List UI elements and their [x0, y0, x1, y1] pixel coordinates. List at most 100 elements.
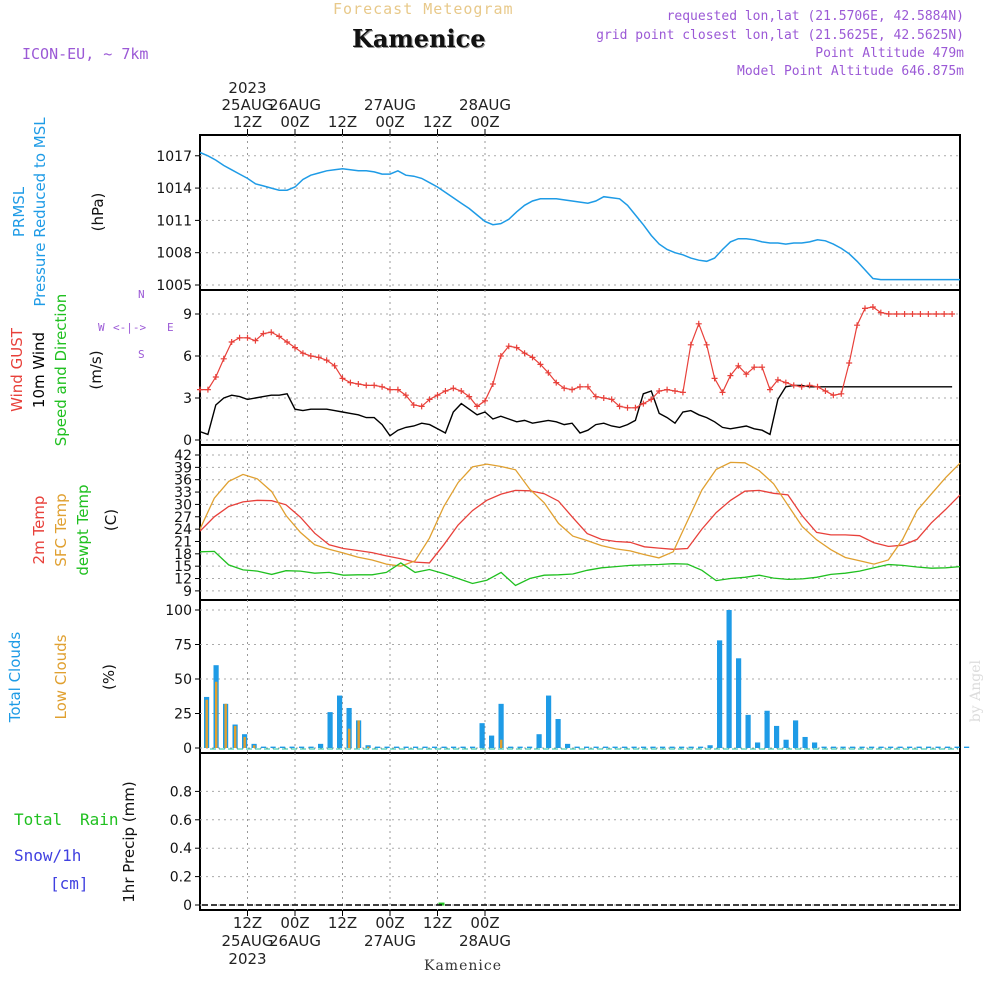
- gust-point-marker: [497, 353, 504, 359]
- gust-point-marker: [632, 404, 639, 411]
- gust-point-marker: [545, 369, 552, 376]
- total-cloud-bar: [641, 746, 647, 748]
- compass-east-label: E: [167, 321, 174, 334]
- total-cloud-bar: [584, 746, 590, 748]
- y-tick-label: 12: [174, 572, 192, 588]
- product-title: Forecast Meteogram: [333, 0, 514, 18]
- gust-point-marker: [656, 388, 663, 394]
- total-cloud-bar: [783, 739, 789, 748]
- model-altitude: Model Point Altitude 646.875m: [737, 64, 964, 79]
- gust-point-marker: [315, 354, 322, 361]
- gust-point-marker: [727, 372, 734, 379]
- total-cloud-bar: [422, 746, 428, 748]
- byline-watermark: by Angel: [968, 660, 984, 723]
- gust-point-marker: [790, 382, 797, 389]
- low-cloud-bar: [224, 703, 227, 748]
- total-cloud-bar: [707, 745, 713, 748]
- gust-point-marker: [640, 400, 647, 407]
- gust-point-marker: [838, 390, 845, 397]
- low-cloud-bar: [205, 699, 208, 748]
- rain-bar: [438, 902, 445, 906]
- y-tick-label: 75: [174, 638, 192, 654]
- total-cloud-bar: [479, 723, 485, 748]
- panel-frame-4: [199, 752, 961, 911]
- gust-point-marker: [909, 311, 916, 317]
- total-cloud-bar: [793, 720, 799, 748]
- gust-point-marker: [695, 320, 702, 327]
- gust-point-marker: [482, 397, 488, 404]
- top-hour-label: 00Z: [375, 113, 404, 131]
- y-tick-label: 18: [174, 547, 192, 563]
- total-cloud-bar: [289, 746, 295, 748]
- y-tick-label: 30: [174, 497, 192, 513]
- bottom-hour-label: 12Z: [328, 914, 357, 932]
- y-tick-label: 1017: [156, 149, 192, 165]
- total-cloud-bar: [897, 746, 903, 748]
- gust-point-marker: [284, 339, 291, 345]
- y-tick-label: 50: [174, 672, 192, 688]
- wind-series-line: [199, 384, 953, 437]
- gust-point-marker: [513, 344, 520, 351]
- compass-west-label: W: [98, 321, 105, 334]
- gust-point-marker: [869, 304, 876, 310]
- gust-point-marker: [505, 343, 512, 350]
- gust-point-marker: [458, 388, 465, 394]
- total-cloud-bar: [669, 746, 675, 748]
- wind-label-gust: Wind GUST: [8, 327, 26, 412]
- y-tick-label: 15: [174, 559, 192, 575]
- total-cloud-bar: [774, 725, 780, 748]
- total-cloud-bar: [622, 746, 628, 748]
- gust-point-marker: [442, 388, 449, 394]
- top-hour-label: 12Z: [233, 113, 262, 131]
- temp-label-sfc: SFC Temp: [52, 493, 70, 566]
- gust-point-marker: [877, 309, 884, 316]
- gust-point-marker: [719, 389, 726, 396]
- gust-point-marker: [767, 386, 773, 393]
- total-cloud-bar: [470, 746, 476, 748]
- top-hour-label: 00Z: [470, 113, 499, 131]
- total-cloud-bar: [346, 707, 352, 748]
- total-cloud-bar: [612, 746, 618, 748]
- gust-point-marker: [402, 392, 409, 399]
- total-cloud-bar: [337, 695, 343, 748]
- total-cloud-bar: [935, 746, 941, 748]
- gust-point-marker: [379, 383, 386, 390]
- gust-point-marker: [759, 364, 766, 371]
- gust-point-marker: [410, 402, 417, 408]
- gust-point-marker: [648, 396, 655, 403]
- panel-frame-0: [199, 134, 961, 291]
- total-cloud-bar: [726, 610, 732, 748]
- bottom-date-label: 25AUG: [222, 932, 274, 950]
- gust-point-marker: [434, 392, 441, 399]
- low-cloud-bar: [500, 739, 503, 748]
- total-cloud-bar: [403, 746, 409, 748]
- gust-point-marker: [323, 357, 330, 364]
- total-cloud-bar: [698, 746, 704, 748]
- low-cloud-bar: [357, 720, 360, 748]
- gust-point-marker: [268, 329, 275, 336]
- y-tick-label: 36: [174, 473, 192, 489]
- panel-frames: [199, 134, 961, 911]
- bottom-hour-label: 12Z: [423, 914, 452, 932]
- total-cloud-bar: [593, 746, 599, 748]
- gust-point-marker: [236, 334, 243, 341]
- gust-point-marker: [711, 375, 718, 382]
- top-date-label: 27AUG: [364, 96, 416, 114]
- gust-point-marker: [901, 311, 908, 317]
- total-cloud-bar: [764, 710, 770, 748]
- total-cloud-bar: [603, 746, 609, 748]
- gust-point-marker: [418, 403, 425, 410]
- gust-point-marker: [474, 403, 481, 410]
- dewpoint-series-line: [199, 550, 961, 587]
- gust-point-marker: [260, 330, 267, 337]
- gust-point-marker: [212, 374, 219, 380]
- gust-point-marker: [735, 362, 742, 369]
- gust-point-marker: [228, 339, 235, 345]
- temp-unit: (C): [102, 509, 120, 531]
- y-tick-label: 9: [183, 584, 192, 600]
- total-cloud-bar: [536, 734, 542, 748]
- precip-label-snow: Snow/1h: [14, 846, 81, 865]
- top-year-label: 2023: [228, 79, 266, 97]
- y-tick-label: 0.8: [170, 784, 192, 800]
